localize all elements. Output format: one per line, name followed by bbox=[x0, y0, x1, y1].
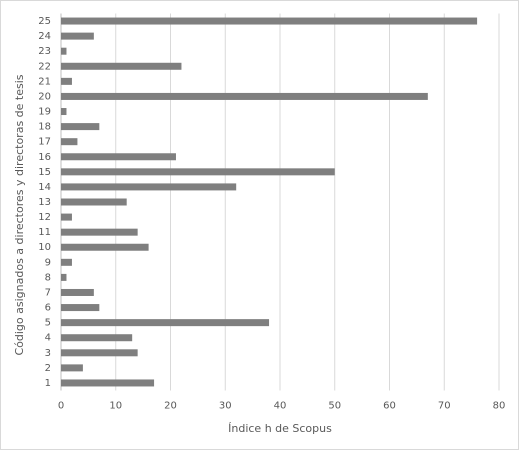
bar bbox=[61, 213, 72, 221]
bar bbox=[61, 138, 78, 146]
bar bbox=[61, 123, 100, 131]
y-tick-label: 19 bbox=[38, 107, 51, 118]
y-tick-label: 5 bbox=[45, 318, 51, 329]
bar bbox=[61, 183, 237, 191]
y-tick-label: 1 bbox=[45, 378, 51, 389]
y-tick-label: 12 bbox=[38, 212, 51, 223]
bar bbox=[61, 349, 138, 357]
bar bbox=[61, 32, 94, 40]
y-tick-label: 25 bbox=[38, 16, 51, 27]
y-tick-label: 4 bbox=[45, 333, 51, 344]
bar bbox=[61, 47, 67, 55]
bar bbox=[61, 273, 67, 281]
y-tick-label: 15 bbox=[38, 167, 51, 178]
x-axis-label: Índice h de Scopus bbox=[228, 422, 332, 435]
y-tick-label: 18 bbox=[38, 122, 51, 133]
bar bbox=[61, 62, 182, 70]
y-tick-label: 16 bbox=[38, 152, 51, 163]
y-tick-label: 9 bbox=[45, 257, 51, 268]
x-tick-label: 20 bbox=[164, 401, 177, 412]
bar bbox=[61, 153, 176, 161]
y-tick-label: 3 bbox=[45, 348, 51, 359]
y-tick-label: 2 bbox=[45, 363, 51, 374]
x-tick-label: 40 bbox=[274, 401, 287, 412]
bar bbox=[61, 92, 428, 100]
y-tick-label: 17 bbox=[38, 137, 51, 148]
y-tick-label: 14 bbox=[38, 182, 51, 193]
x-tick-label: 80 bbox=[493, 401, 506, 412]
x-tick-label: 0 bbox=[58, 401, 64, 412]
bar bbox=[61, 77, 72, 85]
x-tick-label: 30 bbox=[219, 401, 232, 412]
y-tick-label: 10 bbox=[38, 242, 51, 253]
y-tick-label: 21 bbox=[38, 76, 51, 87]
bar bbox=[61, 168, 335, 176]
bar bbox=[61, 17, 478, 25]
y-tick-label: 20 bbox=[38, 91, 51, 102]
y-tick-label: 13 bbox=[38, 197, 51, 208]
bar bbox=[61, 379, 155, 387]
y-tick-label: 11 bbox=[38, 227, 51, 238]
bar bbox=[61, 288, 94, 296]
x-tick-label: 50 bbox=[328, 401, 341, 412]
x-tick-label: 60 bbox=[383, 401, 396, 412]
y-tick-label: 8 bbox=[45, 272, 51, 283]
bar bbox=[61, 108, 67, 116]
bar bbox=[61, 228, 138, 236]
y-tick-label: 24 bbox=[38, 31, 51, 42]
y-axis-label: Código asignados a directores y director… bbox=[13, 74, 26, 355]
y-tick-label: 22 bbox=[38, 61, 51, 72]
bar bbox=[61, 198, 127, 206]
bar bbox=[61, 304, 100, 312]
x-tick-label: 70 bbox=[438, 401, 451, 412]
x-tick-label: 10 bbox=[109, 401, 122, 412]
y-tick-label: 7 bbox=[45, 287, 51, 298]
bar bbox=[61, 334, 133, 342]
bar bbox=[61, 243, 149, 251]
bar bbox=[61, 258, 72, 266]
bar bbox=[61, 364, 83, 372]
y-tick-label: 23 bbox=[38, 46, 51, 57]
bar bbox=[61, 319, 270, 327]
y-tick-label: 6 bbox=[45, 303, 51, 314]
